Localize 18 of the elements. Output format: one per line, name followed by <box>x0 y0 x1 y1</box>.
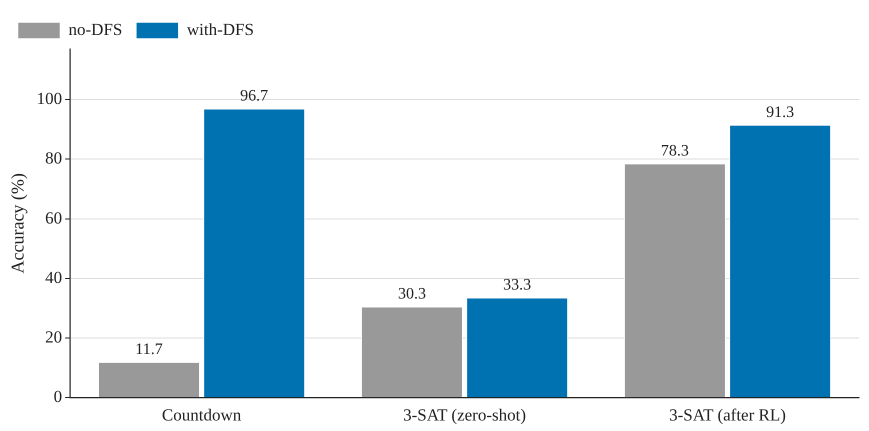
x-tick-label: 3-SAT (after RL) <box>669 405 786 424</box>
y-axis-title: Accuracy (%) <box>8 173 28 274</box>
data-label: 11.7 <box>135 340 163 358</box>
data-label: 96.7 <box>240 88 268 105</box>
y-tick-label: 0 <box>54 387 62 406</box>
legend-label: no-DFS <box>68 20 122 39</box>
data-label: 33.3 <box>503 276 532 294</box>
y-tick-label: 40 <box>45 268 62 287</box>
data-label: 91.3 <box>766 104 794 121</box>
y-tick-label: 100 <box>36 89 62 108</box>
legend-label: with-DFS <box>186 20 254 39</box>
x-tick-label: 3-SAT (zero-shot) <box>403 405 526 424</box>
data-label: 30.3 <box>398 286 426 303</box>
y-tick-label: 60 <box>45 208 62 228</box>
x-tick-label: Countdown <box>162 405 242 424</box>
y-tick-label: 20 <box>45 327 62 346</box>
y-tick-label: 80 <box>45 148 62 168</box>
data-label: 78.3 <box>660 142 689 160</box>
